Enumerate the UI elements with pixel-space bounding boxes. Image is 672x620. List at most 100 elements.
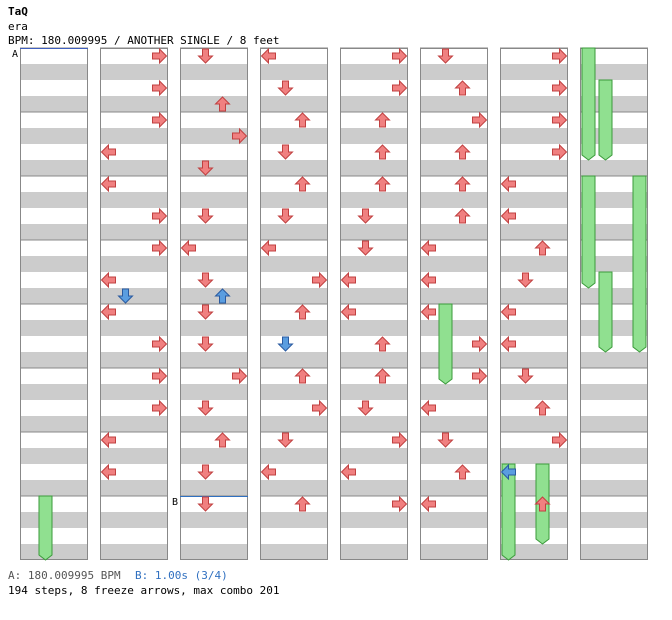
beat-stripe [180, 256, 248, 272]
up-arrow [294, 176, 311, 192]
beat-stripe [420, 224, 488, 240]
left-arrow [340, 463, 356, 481]
left-arrow [340, 303, 356, 321]
beat-stripe [340, 256, 408, 272]
beat-stripe [500, 448, 568, 464]
beat-stripe [100, 512, 168, 528]
left-arrow [420, 303, 436, 321]
artist-name: TaQ [8, 5, 28, 18]
beat-stripe [420, 320, 488, 336]
beat-stripe [260, 64, 328, 80]
chart-column [180, 48, 248, 560]
down-arrow [197, 336, 214, 352]
beat-stripe [500, 416, 568, 432]
beat-stripe [420, 384, 488, 400]
up-arrow [214, 432, 231, 448]
down-arrow [357, 400, 374, 416]
beat-stripe [180, 160, 248, 176]
beat-stripe [180, 352, 248, 368]
freeze-arrow [438, 303, 453, 385]
up-arrow [534, 496, 551, 512]
bpm-legend: A: 180.009995 BPM [8, 569, 121, 582]
chart-info: BPM: 180.009995 / ANOTHER SINGLE / 8 fee… [8, 34, 280, 47]
left-arrow [260, 463, 276, 481]
beat-stripe [580, 64, 648, 80]
beat-stripe [580, 320, 648, 336]
beat-stripe [340, 384, 408, 400]
beat-stripe [260, 96, 328, 112]
right-arrow [152, 111, 168, 129]
beat-stripe [260, 320, 328, 336]
beat-stripe [420, 544, 488, 560]
right-arrow [392, 47, 408, 65]
beat-stripe [100, 224, 168, 240]
beat-stripe [340, 288, 408, 304]
beat-stripe [340, 96, 408, 112]
beat-stripe [580, 544, 648, 560]
beat-stripe [500, 96, 568, 112]
beat-stripe [20, 448, 88, 464]
freeze-arrow [501, 463, 516, 561]
chart-column [420, 48, 488, 560]
beat-stripe [260, 512, 328, 528]
beat-stripe [100, 128, 168, 144]
up-arrow [294, 304, 311, 320]
beat-stripe [420, 448, 488, 464]
beat-stripe [420, 128, 488, 144]
beat-stripe [580, 256, 648, 272]
beat-stripe [260, 416, 328, 432]
stop-legend: B: 1.00s (3/4) [135, 569, 228, 582]
up-arrow [454, 144, 471, 160]
beat-stripe [420, 64, 488, 80]
right-arrow [472, 367, 488, 385]
beat-stripe [420, 480, 488, 496]
beat-stripe [20, 352, 88, 368]
chart-column [500, 48, 568, 560]
beat-stripe [340, 320, 408, 336]
down-arrow [197, 464, 214, 480]
left-arrow [180, 239, 196, 257]
down-arrow [277, 144, 294, 160]
beat-stripe [580, 192, 648, 208]
beat-stripe [500, 320, 568, 336]
beat-stripe [580, 96, 648, 112]
up-arrow [454, 208, 471, 224]
down-arrow [197, 208, 214, 224]
beat-stripe [260, 384, 328, 400]
beat-stripe [340, 128, 408, 144]
down-arrow [197, 48, 214, 64]
beat-stripe [260, 288, 328, 304]
beat-stripe [340, 416, 408, 432]
chart-column [580, 48, 648, 560]
beat-stripe [180, 224, 248, 240]
up-arrow [374, 336, 391, 352]
down-arrow [277, 80, 294, 96]
beat-stripe [20, 288, 88, 304]
left-arrow [420, 271, 436, 289]
beat-stripe [340, 224, 408, 240]
beat-stripe [100, 160, 168, 176]
beat-stripe [260, 352, 328, 368]
left-arrow [100, 271, 116, 289]
right-arrow [232, 127, 248, 145]
beat-stripe [420, 416, 488, 432]
beat-stripe [180, 384, 248, 400]
beat-stripe [100, 480, 168, 496]
freeze-arrow [581, 47, 596, 161]
right-arrow [392, 431, 408, 449]
beat-stripe [580, 288, 648, 304]
down-arrow [197, 304, 214, 320]
left-arrow [100, 175, 116, 193]
right-arrow [552, 431, 568, 449]
beat-stripe [180, 192, 248, 208]
left-arrow [500, 335, 516, 353]
beat-stripe [100, 384, 168, 400]
beat-stripe [180, 448, 248, 464]
left-arrow [100, 303, 116, 321]
beat-stripe [180, 64, 248, 80]
chart-summary: 194 steps, 8 freeze arrows, max combo 20… [8, 584, 280, 597]
beat-stripe [580, 448, 648, 464]
up-arrow [454, 80, 471, 96]
beat-stripe [500, 192, 568, 208]
right-arrow [552, 143, 568, 161]
